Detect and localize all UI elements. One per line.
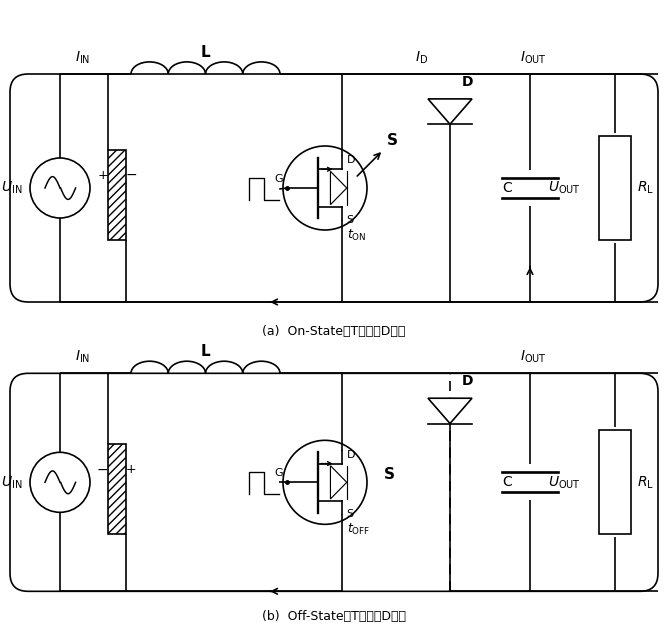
Polygon shape <box>331 466 347 499</box>
Text: D: D <box>462 374 474 388</box>
Bar <box>599 136 631 240</box>
Text: −: − <box>96 463 108 477</box>
Text: $I_\mathrm{D}$: $I_\mathrm{D}$ <box>415 49 428 66</box>
Text: $t_\mathrm{ON}$: $t_\mathrm{ON}$ <box>347 228 366 243</box>
Polygon shape <box>331 171 347 205</box>
Text: S: S <box>347 215 354 224</box>
Bar <box>599 430 631 534</box>
Text: +: + <box>126 463 137 476</box>
Text: $t_\mathrm{OFF}$: $t_\mathrm{OFF}$ <box>347 522 370 537</box>
Text: C: C <box>502 181 512 195</box>
Text: $U_\mathrm{OUT}$: $U_\mathrm{OUT}$ <box>548 474 580 491</box>
Text: $I_\mathrm{OUT}$: $I_\mathrm{OUT}$ <box>520 49 546 66</box>
Text: $U_\mathrm{IN}$: $U_\mathrm{IN}$ <box>1 474 22 491</box>
Text: G: G <box>275 174 283 184</box>
Text: (a)  On-State；T导通，D截止: (a) On-State；T导通，D截止 <box>263 325 405 338</box>
Text: $I_\mathrm{IN}$: $I_\mathrm{IN}$ <box>75 49 90 66</box>
Text: $I_\mathrm{OUT}$: $I_\mathrm{OUT}$ <box>520 349 546 365</box>
Text: +: + <box>98 169 108 182</box>
Text: $U_\mathrm{OUT}$: $U_\mathrm{OUT}$ <box>548 180 580 196</box>
Text: (b)  Off-State；T截止，D导通: (b) Off-State；T截止，D导通 <box>262 611 406 623</box>
Text: S: S <box>383 467 395 482</box>
Text: S: S <box>387 133 398 148</box>
Text: $U_\mathrm{IN}$: $U_\mathrm{IN}$ <box>1 180 22 196</box>
Text: −: − <box>126 168 138 182</box>
Polygon shape <box>428 398 472 424</box>
Text: $I_\mathrm{IN}$: $I_\mathrm{IN}$ <box>75 349 90 365</box>
FancyBboxPatch shape <box>10 373 658 592</box>
Text: D: D <box>462 75 474 89</box>
Text: $R_\mathrm{L}$: $R_\mathrm{L}$ <box>637 180 654 196</box>
Bar <box>108 150 126 240</box>
Polygon shape <box>428 99 472 124</box>
Text: D: D <box>347 155 355 165</box>
Text: $R_\mathrm{L}$: $R_\mathrm{L}$ <box>637 474 654 491</box>
Text: G: G <box>275 469 283 478</box>
Bar <box>108 444 126 534</box>
Text: L: L <box>200 45 210 60</box>
Text: S: S <box>347 509 354 519</box>
FancyBboxPatch shape <box>10 74 658 302</box>
Text: L: L <box>200 344 210 359</box>
Text: D: D <box>347 450 355 460</box>
Text: C: C <box>502 476 512 489</box>
